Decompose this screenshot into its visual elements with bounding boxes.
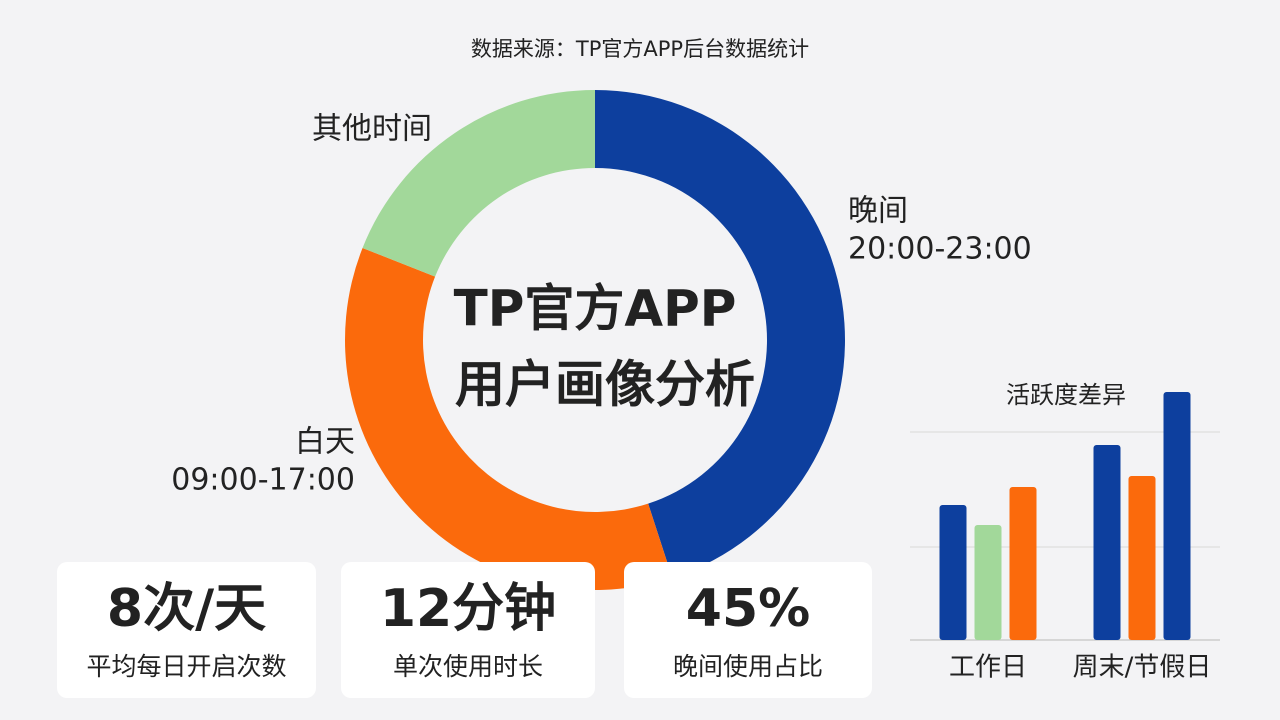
segment-label: 晚间 xyxy=(848,194,908,229)
bar xyxy=(1009,487,1037,640)
x-tick-label: 工作日 xyxy=(949,653,1027,683)
bar-chart-title: 活跃度差异 xyxy=(1006,381,1126,409)
chart-title: 用户画像分析 xyxy=(455,356,755,414)
donut-segment xyxy=(345,247,673,591)
donut-segment xyxy=(362,90,595,277)
bar xyxy=(939,505,967,640)
x-tick-label: 周末/节假日 xyxy=(1073,653,1212,683)
stat-value: 45% xyxy=(686,579,810,639)
stat-label: 晚间使用占比 xyxy=(673,652,823,681)
source-note: 数据来源：TP官方APP后台数据统计 xyxy=(471,37,809,61)
stat-value: 12分钟 xyxy=(380,579,556,639)
bar-chart: 工作日 周末/节假日 xyxy=(910,392,1220,683)
segment-period: 09:00-17:00 xyxy=(171,463,355,498)
stat-label: 单次使用时长 xyxy=(393,652,543,681)
stat-card xyxy=(624,562,872,698)
bar xyxy=(1163,392,1191,640)
donut-segment xyxy=(595,90,846,578)
segment-label: 白天 xyxy=(295,425,355,460)
segment-period: 20:00-23:00 xyxy=(848,232,1032,267)
stat-card xyxy=(341,562,595,698)
bar xyxy=(1093,445,1121,640)
stat-value: 8次/天 xyxy=(107,579,266,639)
segment-label: 其他时间 xyxy=(312,112,432,147)
chart-title: TP官方APP xyxy=(454,280,737,338)
stat-card xyxy=(57,562,316,698)
bar xyxy=(1128,476,1156,640)
stat-label: 平均每日开启次数 xyxy=(86,652,286,681)
bar xyxy=(974,525,1002,640)
